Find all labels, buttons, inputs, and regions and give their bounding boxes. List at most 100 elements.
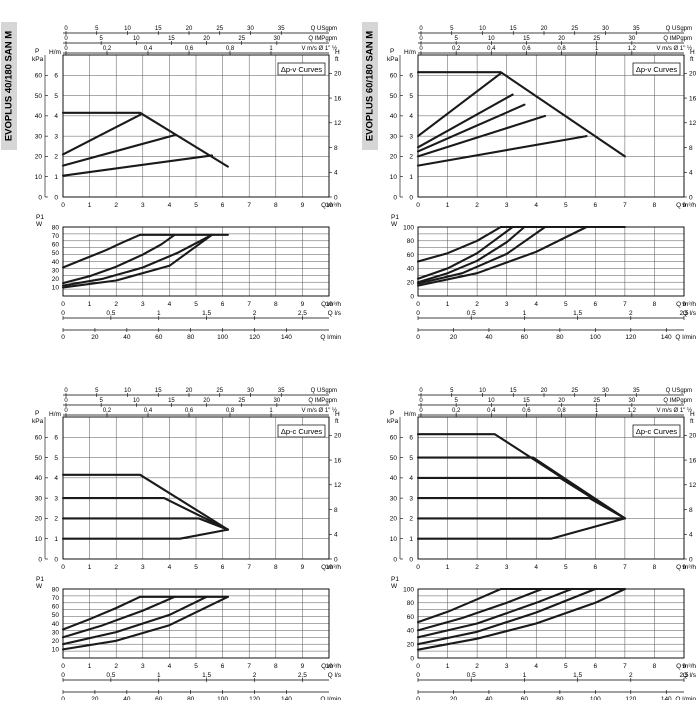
power-x-tick-label: 9 — [301, 663, 305, 670]
head-curve — [416, 135, 588, 167]
head-kpa-tick-label: 0 — [393, 556, 397, 563]
head-kpa-tick-label: 10 — [35, 174, 43, 181]
head-curve — [416, 497, 626, 520]
head-x-tick-label: 4 — [168, 202, 172, 209]
ft-axis-label: ft — [690, 418, 694, 425]
scale-tick-label: 20 — [558, 398, 565, 404]
scale-tick-label: 0 — [419, 46, 423, 52]
lmin-tick-label: 0 — [416, 696, 420, 700]
scale-tick-label: 25 — [216, 26, 223, 32]
lmin-tick-label: 120 — [625, 334, 636, 341]
head-h-tick-label: 2 — [409, 516, 413, 523]
power-x-tick-label: 3 — [505, 301, 509, 308]
head-x-tick-label: 0 — [416, 564, 420, 571]
scale-tick-label: 25 — [593, 398, 600, 404]
scale-tick-label: 30 — [602, 388, 609, 394]
scale-tick-label: 1 — [269, 46, 273, 52]
scale-tick-label: 5 — [99, 36, 103, 42]
ls-tick-label: 0,5 — [467, 672, 476, 679]
lmin-tick-label: 20 — [450, 334, 458, 341]
scale-tick-label: 20 — [186, 26, 193, 32]
q-m3h-axis-label: Q m³/h — [321, 564, 341, 571]
ls-tick-label: 1 — [157, 310, 161, 317]
lmin-tick-label: 40 — [485, 696, 493, 700]
ls-tick-label: 0 — [61, 310, 65, 317]
w-axis-label: W — [391, 583, 398, 590]
h-ft-axis-label: H — [335, 411, 340, 418]
power-curve — [61, 595, 142, 631]
head-curve — [416, 103, 526, 153]
power-x-tick-label: 9 — [301, 301, 305, 308]
head-ft-tick-label: 16 — [689, 95, 697, 102]
head-h-tick-label: 1 — [54, 536, 58, 543]
head-kpa-tick-label: 30 — [35, 133, 43, 140]
scale-tick-label: 0 — [64, 388, 68, 394]
head-ft-tick-label: 8 — [689, 507, 693, 514]
head-ft-tick-label: 4 — [689, 532, 693, 539]
scale-tick-label: 0 — [64, 46, 68, 52]
velocity-axis-label: V m/s Ø 1" ½ — [657, 45, 692, 52]
h-m-axis-label: H/m — [49, 411, 61, 418]
q-ls-axis-label: Q l/s — [683, 672, 697, 679]
head-ft-tick-label: 20 — [334, 433, 342, 440]
scale-tick-label: 10 — [133, 36, 140, 42]
head-kpa-tick-label: 0 — [38, 194, 42, 201]
head-curve — [61, 113, 142, 156]
head-ft-tick-label: 12 — [334, 482, 342, 489]
scale-tick-label: 0 — [64, 408, 68, 414]
scale-tick-label: 15 — [155, 26, 162, 32]
head-h-tick-label: 2 — [54, 154, 58, 161]
lmin-tick-label: 100 — [217, 696, 228, 700]
scale-tick-label: 10 — [124, 388, 131, 394]
scale-tick-label: 0 — [419, 408, 423, 414]
power-curve — [61, 233, 176, 285]
q-m3h-axis-label: Q m³/h — [321, 301, 341, 308]
power-y-tick-label: 60 — [407, 614, 415, 621]
ls-tick-label: 2 — [629, 672, 633, 679]
q-ls-axis-label: Q l/s — [328, 310, 342, 317]
ls-tick-label: 1,5 — [573, 310, 582, 317]
power-curve — [416, 225, 526, 284]
scale-tick-label: 25 — [571, 26, 578, 32]
head-ft-tick-label: 8 — [689, 145, 693, 152]
head-h-tick-label: 0 — [54, 194, 58, 201]
lmin-tick-label: 80 — [556, 696, 564, 700]
power-x-tick-label: 6 — [221, 663, 225, 670]
lmin-tick-label: 80 — [187, 696, 195, 700]
q-lmin-axis-label: Q l/min — [320, 696, 341, 700]
head-kpa-tick-label: 60 — [35, 435, 43, 442]
head-kpa-tick-label: 10 — [390, 174, 398, 181]
p-axis-label: P — [35, 48, 39, 55]
power-y-tick-label: 80 — [407, 238, 415, 245]
power-plot-frame — [62, 588, 330, 659]
scale-tick-label: 10 — [488, 36, 495, 42]
scale-tick-label: 35 — [633, 26, 640, 32]
model-tab-right: EVOPLUS 60/180 SAN M — [362, 22, 378, 150]
scale-tick-label: 15 — [155, 388, 162, 394]
head-x-tick-label: 6 — [594, 564, 598, 571]
head-kpa-tick-label: 40 — [390, 113, 398, 120]
power-y-tick-label: 70 — [52, 595, 60, 602]
head-plot-frame — [62, 54, 330, 198]
scale-tick-label: 5 — [95, 26, 99, 32]
head-ft-tick-label: 16 — [334, 457, 342, 464]
scale-tick-label: 5 — [450, 26, 454, 32]
head-h-tick-label: 5 — [409, 93, 413, 100]
power-x-tick-label: 7 — [247, 663, 251, 670]
ls-tick-label: 0 — [61, 672, 65, 679]
legend-label: Δp-c Curves — [636, 427, 678, 436]
scale-tick-label: 10 — [488, 398, 495, 404]
head-h-tick-label: 5 — [409, 455, 413, 462]
scale-tick-label: 0 — [64, 26, 68, 32]
head-ft-tick-label: 8 — [334, 507, 338, 514]
scale-tick-label: 15 — [523, 398, 530, 404]
scale-tick-label: 0,6 — [522, 46, 531, 52]
head-h-tick-label: 6 — [409, 73, 413, 80]
legend-label: Δp-v Curves — [281, 65, 323, 74]
head-h-tick-label: 3 — [409, 495, 413, 502]
p1-axis-label: P1 — [391, 214, 399, 221]
power-x-tick-label: 1 — [446, 663, 450, 670]
power-curve — [61, 595, 208, 646]
